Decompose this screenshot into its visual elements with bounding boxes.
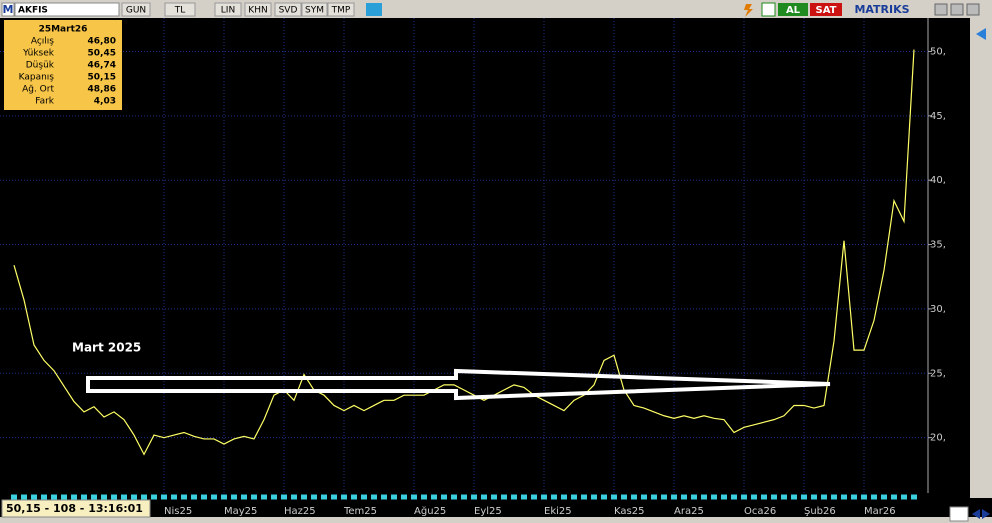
y-tick-label: 40, [930, 175, 946, 186]
x-tick-label: Eki25 [544, 506, 572, 517]
sell-button[interactable] [810, 3, 842, 16]
info-box [4, 20, 122, 110]
logo-box[interactable] [1, 2, 15, 17]
x-tick-label: Şub26 [804, 506, 836, 517]
info-label: Fark [35, 97, 55, 107]
y-tick-label: 20, [930, 433, 946, 444]
info-label: Kapanış [19, 73, 55, 83]
toolbar-button-label: TL [174, 6, 186, 16]
close-button[interactable] [966, 3, 980, 16]
toolbar-button-label: SVD [279, 6, 298, 16]
toolbar-button[interactable] [164, 2, 196, 17]
toolbar-button-label: SYM [305, 6, 324, 16]
toolbar-button[interactable] [214, 2, 242, 17]
symbol-box[interactable] [14, 2, 120, 17]
x-tick-label: Tem25 [343, 506, 377, 517]
info-value: 50,15 [88, 73, 116, 83]
toolbar-button[interactable] [121, 2, 151, 17]
y-tick-label: 25, [930, 368, 946, 379]
toolbar-button[interactable] [244, 2, 272, 17]
toolbar-button-label: GUN [126, 6, 146, 16]
y-tick-label: 35, [930, 240, 946, 251]
x-tick-label: Haz25 [284, 506, 316, 517]
info-label: Yüksek [22, 49, 55, 59]
toolbar-button-label: LIN [221, 6, 235, 16]
side-arrow[interactable] [976, 28, 986, 40]
y-tick-label: 50, [930, 46, 946, 57]
info-value: 46,80 [88, 37, 116, 47]
flash-icon[interactable] [744, 4, 753, 17]
info-label: Açılış [31, 37, 54, 47]
scroll-button[interactable] [949, 506, 969, 522]
buy-label: AL [786, 5, 801, 16]
x-tick-label: May25 [224, 506, 257, 517]
price-line [13, 49, 915, 456]
y-tick-label: 45, [930, 111, 946, 122]
x-tick-label: Mar26 [864, 506, 896, 517]
annotation: Mart 2025 [72, 341, 141, 355]
scroll-left[interactable] [972, 509, 980, 519]
logo: M [3, 3, 14, 16]
info-value: 48,86 [88, 85, 116, 95]
info-label: Ağ. Ort [22, 85, 54, 95]
toolbar-button[interactable] [274, 2, 302, 17]
side-panel [970, 18, 992, 498]
minimize-button[interactable] [934, 3, 948, 16]
info-value: 4,03 [94, 97, 116, 107]
status: 50,15 - 108 - 13:16:01 [6, 502, 143, 515]
x-tick-label: Oca26 [744, 506, 776, 517]
info-value: 50,45 [88, 49, 116, 59]
scroll-right[interactable] [982, 509, 990, 519]
sell-label: SAT [816, 5, 837, 16]
toolbar-button-label: KHN [248, 6, 267, 16]
arrow-annotation [86, 368, 831, 401]
symbol: AKFIS [18, 6, 48, 16]
toolbar-button[interactable] [327, 2, 355, 17]
x-tick-label: Ağu25 [414, 505, 446, 517]
bottom-bar [0, 517, 992, 523]
brand: MATRIKS [854, 3, 909, 16]
buy-button[interactable] [778, 3, 808, 16]
twitter-button[interactable] [366, 3, 382, 16]
x-tick-label: Kas25 [614, 506, 644, 517]
x-tick-label: Ara25 [674, 506, 704, 517]
y-tick-label: 30, [930, 304, 946, 315]
refresh-button[interactable] [761, 2, 776, 17]
info-label: Düşük [26, 61, 55, 71]
x-tick-label: Eyl25 [474, 506, 502, 517]
x-tick-label: Nis25 [164, 506, 192, 517]
toolbar-button-label: TMP [331, 6, 351, 16]
info-date: 25Mart26 [39, 25, 88, 35]
maximize-button[interactable] [950, 3, 964, 16]
toolbar-button[interactable] [301, 2, 328, 17]
status-box [1, 499, 151, 518]
info-value: 46,74 [88, 61, 116, 71]
